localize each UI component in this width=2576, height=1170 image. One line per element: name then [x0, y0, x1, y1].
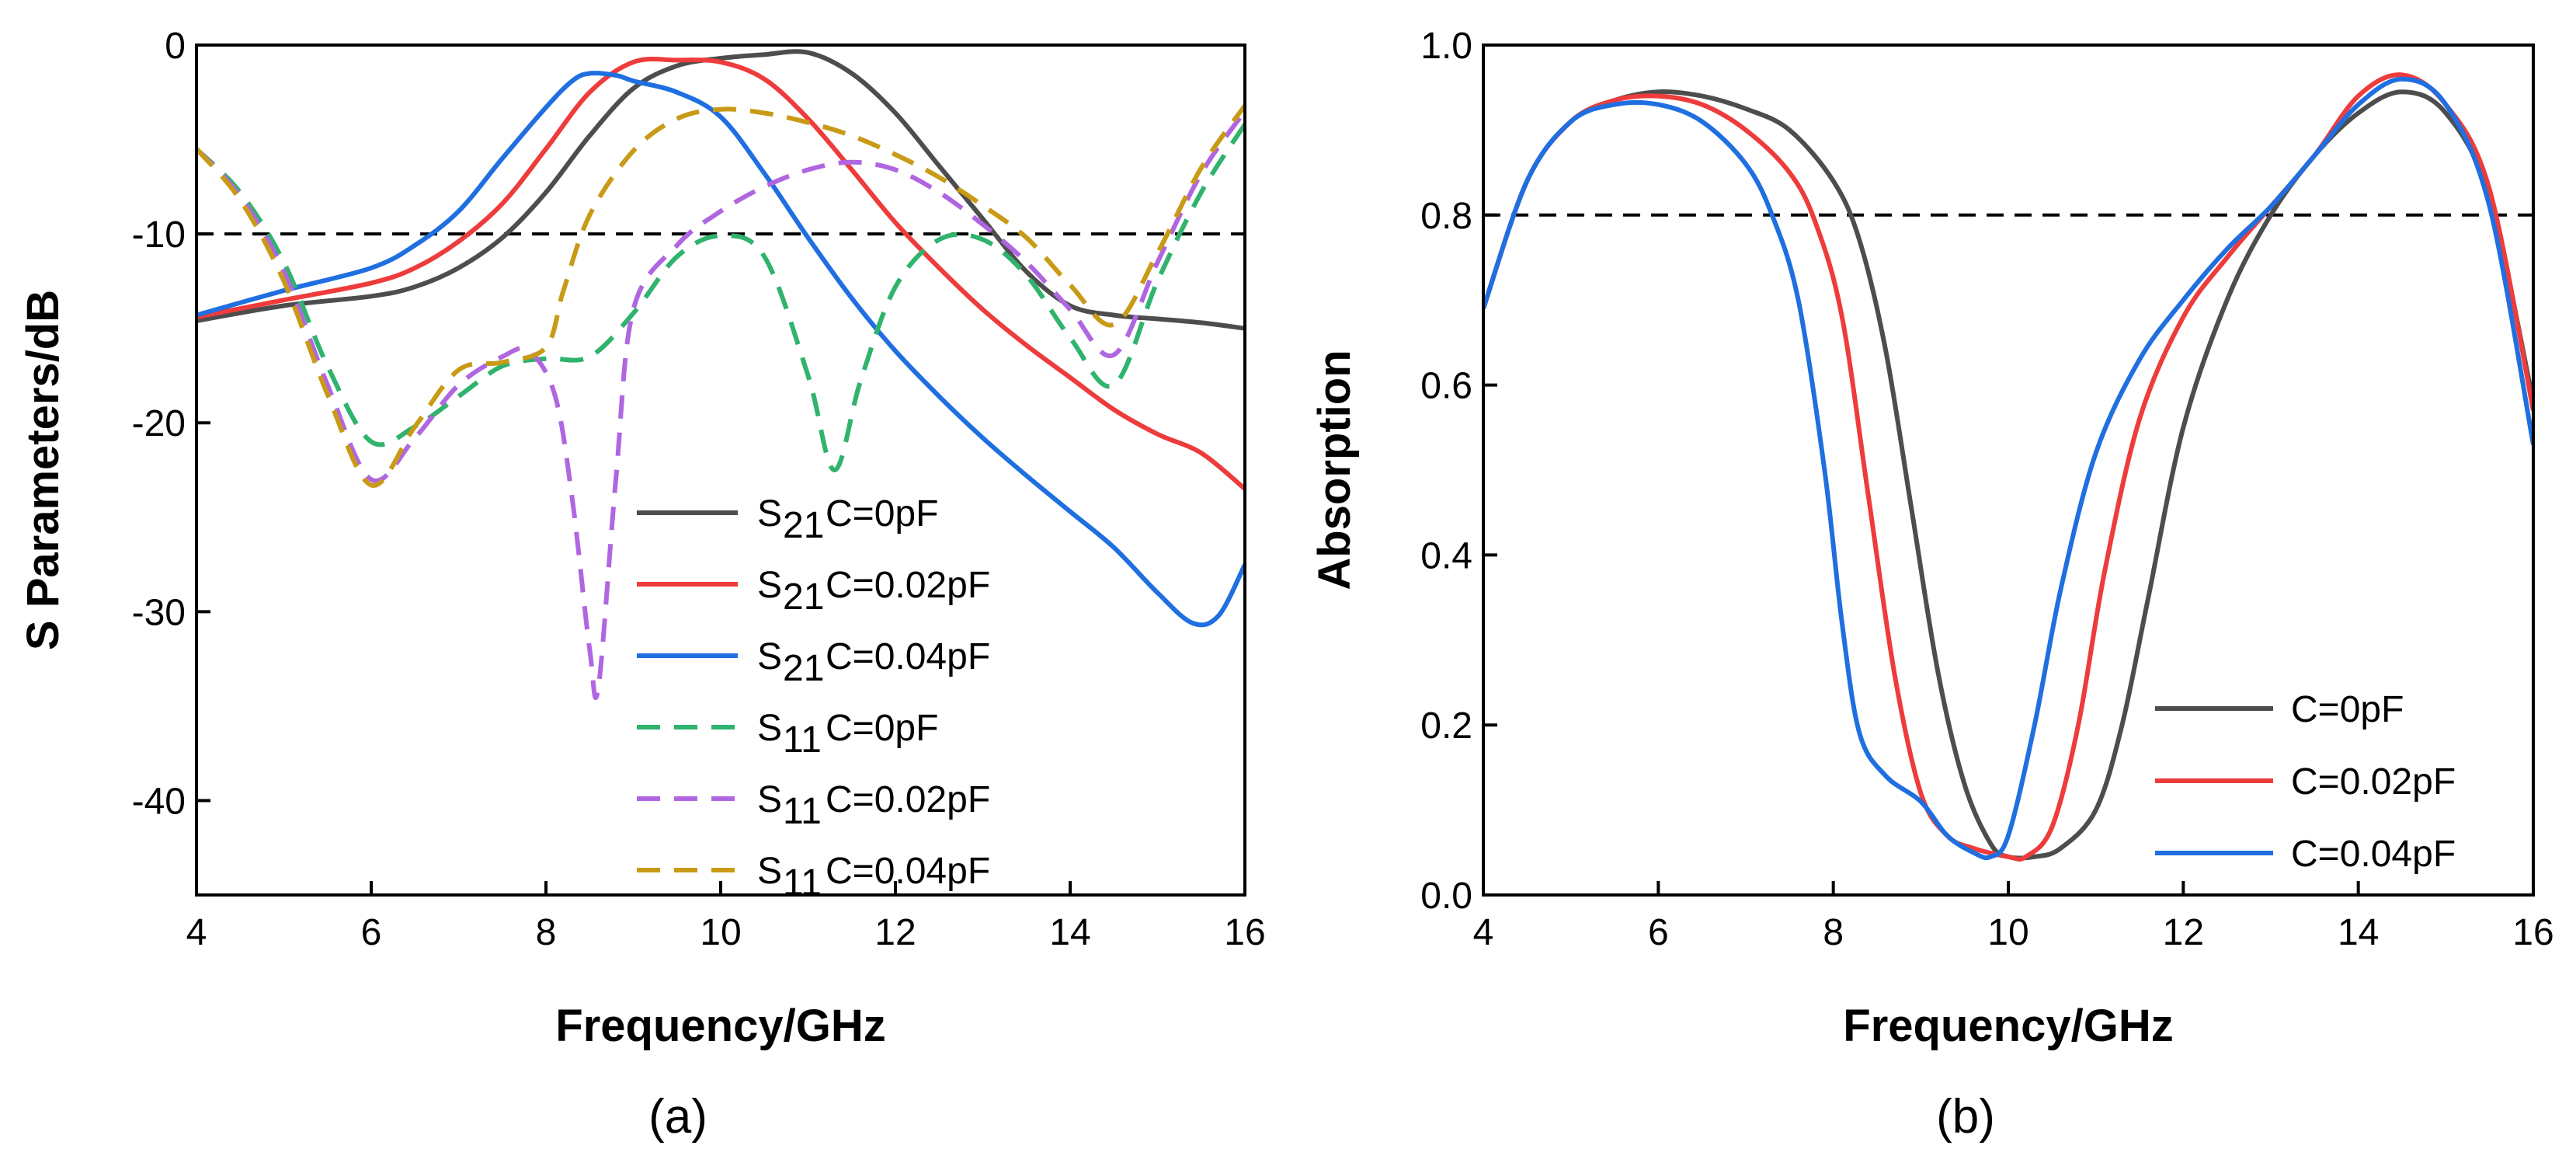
legend: C=0pF C=0.02pF C=0.04pF [2155, 689, 2456, 875]
y-tick-label: -30 [132, 592, 186, 633]
x-axis-title: Frequency/GHz [555, 1001, 885, 1051]
legend-label: C=0.02pF [826, 779, 990, 820]
legend-item: S 21 C=0.04pF [637, 636, 990, 689]
legend-label: C=0pF [826, 708, 938, 749]
y-tick-label: -40 [132, 781, 186, 822]
x-tick-label: 10 [700, 912, 741, 953]
y-tick-label: 0.2 [1420, 705, 1472, 747]
x-tick-label: 6 [1648, 912, 1669, 953]
series-line-0 [196, 49, 1245, 331]
y-tick-label: 1.0 [1420, 26, 1472, 67]
x-tick-label: 10 [1987, 912, 2028, 953]
x-tick-label: 16 [1224, 912, 1265, 953]
x-tick-label: 4 [1473, 912, 1494, 953]
y-tick-label: -20 [132, 403, 186, 444]
x-tick-label: 4 [186, 912, 207, 953]
series-line-1 [196, 57, 1245, 491]
panel-b: 4 6 8 10 12 14 16 0.0 0.2 0.4 0.6 0.8 1.0 Frequency/G… [1309, 26, 2554, 1144]
x-tick-label: 14 [2338, 912, 2379, 953]
series-line-2 [196, 71, 1245, 628]
legend-subscript: 21 [783, 576, 824, 618]
y-axis-title: Absorption [1309, 350, 1360, 590]
x-tick-label: 14 [1049, 912, 1090, 953]
x-tick-label: 6 [361, 912, 382, 953]
legend-label: C=0pF [826, 493, 938, 535]
legend-subscript: 21 [783, 648, 824, 689]
series-line-1 [1483, 72, 2533, 862]
legend-label: C=0.04pF [2291, 834, 2456, 875]
legend-label: C=0.04pF [826, 851, 990, 892]
series-line-2 [1483, 76, 2533, 861]
legend-item: C=0pF [2155, 689, 2404, 730]
y-tick-label: 0.4 [1420, 535, 1472, 576]
x-tick-label: 12 [2163, 912, 2204, 953]
series-line-4 [196, 110, 1245, 701]
legend-label: C=0.02pF [826, 565, 990, 606]
series-group [1483, 72, 2533, 862]
legend-subscript: 11 [783, 791, 822, 832]
legend-param: S [757, 779, 782, 820]
panel-label: (a) [648, 1090, 707, 1144]
panel-label: (b) [1936, 1090, 1995, 1144]
series-line-5 [196, 104, 1245, 488]
series-line-3 [196, 123, 1245, 472]
y-tick-label: 0.6 [1420, 366, 1472, 407]
legend-item: S 11 C=0.02pF [637, 779, 990, 832]
legend-label: C=0.02pF [2291, 761, 2456, 803]
panel-a: 4 6 8 10 12 14 16 0 -10 -20 -30 -40 Frequency/GHz S P… [18, 26, 1266, 1144]
y-tick-label: 0.8 [1420, 196, 1472, 237]
legend-param: S [757, 493, 782, 535]
legend-item: S 11 C=0.04pF [637, 851, 990, 904]
legend-subscript: 11 [783, 719, 822, 761]
legend-item: S 11 C=0pF [637, 708, 938, 761]
y-tick-label: -10 [132, 214, 186, 256]
legend-item: S 21 C=0pF [637, 493, 938, 546]
legend-item: C=0.02pF [2155, 761, 2456, 803]
x-tick-label: 8 [1823, 912, 1844, 953]
y-tick-label: 0 [165, 26, 186, 67]
x-tick-label: 12 [874, 912, 916, 953]
legend-param: S [757, 565, 782, 606]
legend-label: C=0.04pF [826, 636, 990, 677]
x-tick-label: 8 [536, 912, 557, 953]
legend-label: C=0pF [2291, 689, 2404, 730]
legend-param: S [757, 851, 782, 892]
legend-subscript: 21 [783, 505, 824, 546]
x-axis-title: Frequency/GHz [1843, 1001, 2173, 1051]
legend-param: S [757, 636, 782, 677]
legend-item: C=0.04pF [2155, 834, 2456, 875]
series-group [196, 49, 1245, 701]
series-line-0 [1483, 89, 2533, 861]
x-tick-label: 16 [2512, 912, 2553, 953]
legend-param: S [757, 708, 782, 749]
legend-item: S 21 C=0.02pF [637, 565, 990, 618]
y-axis-title: S Parameters/dB [18, 290, 68, 650]
y-tick-label: 0.0 [1420, 876, 1472, 917]
legend-subscript: 11 [783, 862, 822, 904]
plot-frame [195, 44, 1246, 897]
